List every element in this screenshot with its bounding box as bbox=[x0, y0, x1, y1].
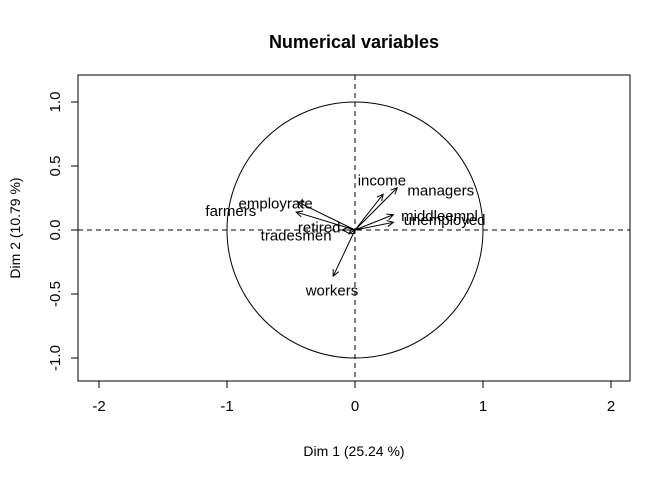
arrow-farmers bbox=[295, 211, 356, 231]
correlation-circle bbox=[226, 101, 484, 359]
label-income: income bbox=[358, 172, 406, 189]
arrow-workers bbox=[332, 229, 356, 277]
axes: -2 -1 0 1 2 -1.0 -0.5 0.0 0.5 1.0 bbox=[47, 92, 615, 415]
y-tick-label: 0.0 bbox=[47, 220, 64, 241]
label-managers: managers bbox=[407, 183, 474, 200]
y-axis-title: Dim 2 (10.79 %) bbox=[7, 177, 23, 278]
arrowhead-employrate bbox=[296, 201, 305, 208]
arrowhead-unemployed bbox=[386, 220, 395, 227]
label-middleempl: middleempl bbox=[401, 208, 478, 225]
x-tick-label: 0 bbox=[351, 398, 359, 415]
x-tick-label: 2 bbox=[607, 398, 615, 415]
label-tradesmen: tradesmen bbox=[261, 227, 332, 244]
arrowhead-farmers bbox=[295, 210, 304, 218]
plot-frame bbox=[77, 74, 631, 382]
label-employrate: employrate bbox=[239, 195, 313, 212]
arrowhead-retired bbox=[341, 226, 349, 234]
x-tick-label: 1 bbox=[479, 398, 487, 415]
arrowhead-managers bbox=[390, 186, 399, 195]
arrowhead-middleempl bbox=[386, 213, 395, 221]
label-retired: retired bbox=[298, 220, 341, 237]
label-workers: workers bbox=[305, 282, 359, 299]
arrow-unemployed bbox=[354, 221, 394, 231]
chart-title: Numerical variables bbox=[269, 32, 439, 52]
label-farmers: farmers bbox=[205, 203, 256, 220]
y-tick-label: -0.5 bbox=[47, 281, 64, 307]
y-tick-label: 0.5 bbox=[47, 156, 64, 177]
reference-lines bbox=[78, 75, 630, 381]
arrow-managers bbox=[354, 187, 398, 231]
y-tick-label: -1.0 bbox=[47, 345, 64, 371]
variable-arrows bbox=[295, 186, 399, 278]
x-tick-label: -2 bbox=[92, 398, 105, 415]
unit-circle bbox=[226, 101, 484, 359]
x-tick-label: -1 bbox=[220, 398, 233, 415]
y-tick-label: 1.0 bbox=[47, 92, 64, 113]
x-axis-title: Dim 1 (25.24 %) bbox=[303, 443, 404, 459]
arrow-tradesmen bbox=[348, 229, 356, 235]
arrowhead-income bbox=[376, 193, 384, 202]
arrow-income bbox=[354, 193, 384, 231]
arrowhead-workers bbox=[332, 269, 339, 278]
arrow-middleempl bbox=[354, 214, 394, 231]
arrow-employrate bbox=[297, 201, 356, 231]
label-unemployed: unemployed bbox=[404, 212, 486, 229]
